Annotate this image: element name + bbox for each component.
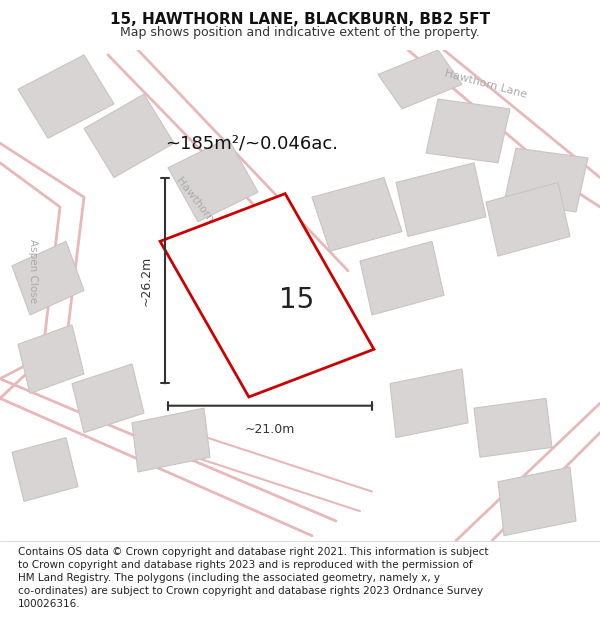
Polygon shape (72, 364, 144, 432)
Text: Hawthorn Lane: Hawthorn Lane (174, 176, 234, 248)
Polygon shape (360, 241, 444, 315)
Text: Aspen Close: Aspen Close (28, 239, 38, 303)
Text: ~21.0m: ~21.0m (245, 423, 295, 436)
Polygon shape (216, 217, 300, 291)
Polygon shape (426, 99, 510, 163)
Polygon shape (12, 438, 78, 501)
Text: Contains OS data © Crown copyright and database right 2021. This information is : Contains OS data © Crown copyright and d… (18, 546, 488, 609)
Text: ~185m²/~0.046ac.: ~185m²/~0.046ac. (166, 134, 338, 152)
Polygon shape (12, 241, 84, 315)
Polygon shape (160, 194, 374, 397)
Polygon shape (504, 148, 588, 212)
Polygon shape (312, 177, 402, 251)
Polygon shape (498, 467, 576, 536)
Polygon shape (132, 408, 210, 472)
Polygon shape (18, 55, 114, 138)
Text: 15: 15 (280, 286, 314, 314)
Text: ~26.2m: ~26.2m (140, 256, 153, 306)
Polygon shape (396, 163, 486, 236)
Polygon shape (486, 182, 570, 256)
Polygon shape (84, 94, 174, 178)
Polygon shape (18, 325, 84, 394)
Polygon shape (168, 138, 258, 222)
Polygon shape (378, 50, 462, 109)
Text: Map shows position and indicative extent of the property.: Map shows position and indicative extent… (120, 26, 480, 39)
Polygon shape (390, 369, 468, 438)
Text: 15, HAWTHORN LANE, BLACKBURN, BB2 5FT: 15, HAWTHORN LANE, BLACKBURN, BB2 5FT (110, 12, 490, 28)
Polygon shape (474, 398, 552, 458)
Text: Hawthorn Lane: Hawthorn Lane (444, 69, 528, 100)
